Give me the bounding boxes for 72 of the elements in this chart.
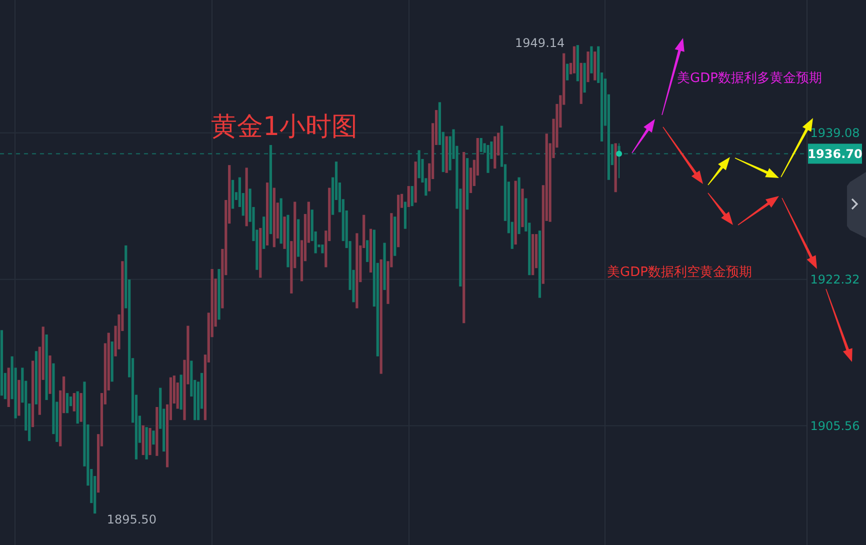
candlestick [462, 152, 466, 324]
annotation: 1895.50 [106, 512, 156, 527]
candlestick [72, 393, 76, 412]
candlestick [494, 136, 496, 169]
text: 黄金1小时图 [211, 112, 358, 142]
candlestick [576, 45, 579, 82]
candlestick [66, 393, 69, 414]
candlestick [369, 228, 372, 272]
candlestick [366, 240, 369, 262]
candlestick [110, 342, 114, 382]
candlestick [80, 393, 82, 422]
candlestick [286, 214, 290, 268]
candlestick [259, 228, 262, 278]
candlestick [594, 52, 596, 80]
candlestick [321, 244, 324, 254]
candlestick [156, 407, 158, 456]
candlestick [148, 428, 152, 456]
candlestick [404, 202, 407, 229]
candlestick [383, 242, 386, 290]
candlestick [445, 136, 448, 173]
candlestick [538, 230, 542, 298]
candlestick [45, 334, 48, 400]
candlestick [590, 46, 593, 74]
candlestick [0, 330, 4, 396]
ref-line-label: 1936.70 [808, 146, 862, 161]
candlestick [283, 216, 286, 249]
candlestick [280, 198, 282, 244]
candlestick [414, 162, 417, 203]
candlestick [583, 62, 586, 93]
candlestick [586, 52, 590, 82]
candlestick [521, 188, 524, 228]
candlestick [572, 46, 576, 74]
candlestick [532, 234, 534, 276]
y-tick-label: 1939.08 [810, 126, 860, 140]
candlestick [480, 138, 482, 152]
candlestick [48, 355, 52, 394]
y-tick-label: 1922.32 [810, 272, 860, 287]
candlestick [566, 64, 569, 80]
candlestick [76, 391, 79, 424]
candlestick [34, 351, 38, 404]
candlestick [486, 144, 490, 173]
annotation: 美GDP数据利多黄金预期 [677, 70, 822, 86]
candlestick [272, 188, 276, 248]
candlestick [31, 360, 34, 428]
candlestick [218, 269, 220, 320]
candlestick [514, 180, 517, 245]
candlestick [407, 186, 410, 207]
candlestick [614, 143, 617, 192]
candlestick [380, 259, 382, 374]
candlestick [245, 168, 248, 226]
candlestick [152, 430, 155, 445]
candlestick [580, 62, 582, 104]
annotation: 美GDP数据利空黄金预期 [607, 264, 752, 280]
candlestick [394, 216, 396, 256]
candlestick [180, 374, 182, 410]
candlestick [145, 427, 148, 460]
candlestick [262, 216, 266, 249]
candlestick [466, 158, 469, 210]
candlestick [142, 425, 144, 456]
candlestick [266, 182, 269, 246]
candlestick [418, 150, 420, 178]
candlestick [18, 380, 20, 416]
candlestick [356, 233, 358, 308]
annotation: 1949.14 [515, 36, 565, 50]
candlestick [518, 177, 520, 234]
candlestick [397, 194, 400, 248]
candlestick [297, 219, 300, 257]
y-tick-label: 1905.56 [810, 418, 860, 433]
candlestick [410, 186, 414, 206]
candlestick [7, 368, 10, 408]
candlestick [269, 144, 272, 234]
candlestick [231, 180, 234, 209]
